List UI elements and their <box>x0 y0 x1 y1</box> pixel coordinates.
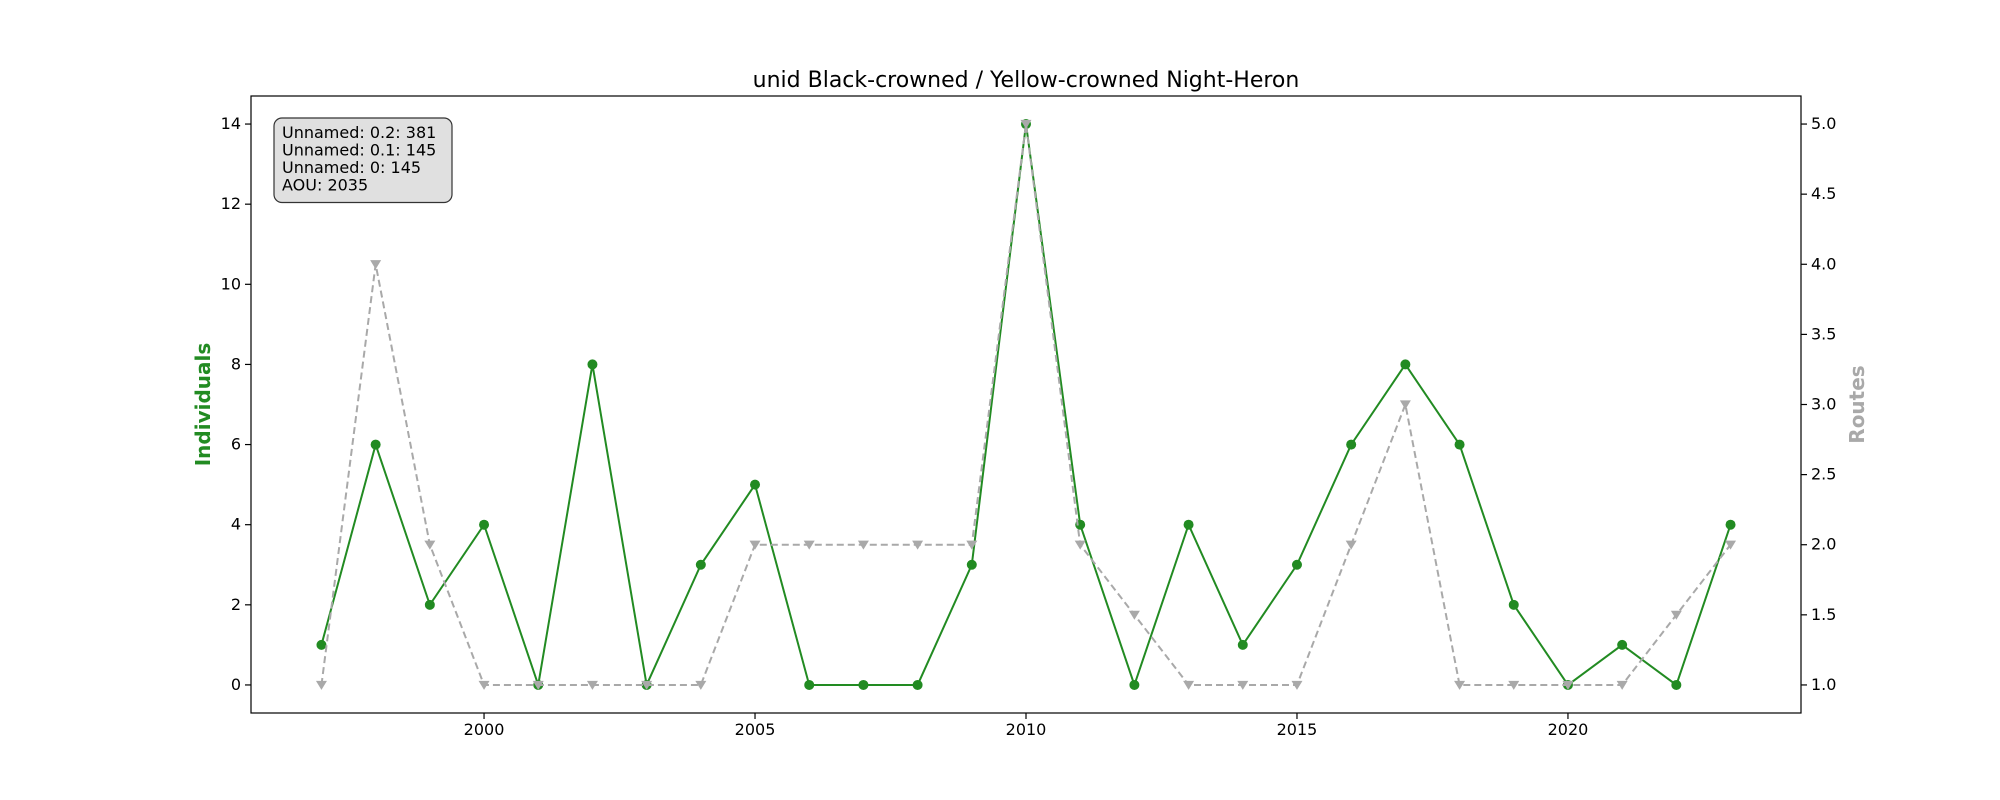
y-right-tick-label: 5.0 <box>1811 114 1836 133</box>
y-axis-label-left: Individuals <box>191 343 215 467</box>
info-box-line: Unnamed: 0.1: 145 <box>282 141 436 160</box>
y-left-tick-label: 6 <box>231 435 241 454</box>
data-point-individuals <box>1183 519 1194 530</box>
y-right-tick-label: 3.0 <box>1811 395 1836 414</box>
plot-area: 2000 2005 2010 2015 2020 0 2 4 6 8 10 12 14 1.0 1.5 2.0… <box>191 95 1869 739</box>
data-point-individuals <box>1617 639 1628 650</box>
data-point-individuals <box>479 519 490 530</box>
chart-title: unid Black-crowned / Yellow-crowned Nigh… <box>753 68 1300 93</box>
info-box-line: Unnamed: 0: 145 <box>282 158 421 177</box>
info-box <box>273 117 453 204</box>
data-point-individuals <box>695 559 706 570</box>
y-right-tick-label: 4.5 <box>1811 184 1836 203</box>
y-axis-label-right: Routes <box>1845 365 1869 443</box>
data-point-individuals <box>966 559 977 570</box>
data-point-routes <box>749 540 761 550</box>
y-left-tick-label: 8 <box>231 354 241 373</box>
data-point-individuals <box>587 359 598 370</box>
data-point-individuals <box>424 599 435 610</box>
data-point-individuals <box>1346 439 1357 450</box>
data-point-routes <box>1508 680 1520 690</box>
y-left-tick-label: 14 <box>221 114 241 133</box>
data-point-routes <box>1562 680 1574 690</box>
y-right-tick-label: 1.0 <box>1811 675 1836 694</box>
data-point-routes <box>1725 540 1737 550</box>
data-point-routes <box>586 680 598 690</box>
data-point-routes <box>641 680 653 690</box>
data-point-individuals <box>804 679 815 690</box>
x-tick-label: 2020 <box>1548 720 1589 739</box>
data-point-individuals <box>1129 679 1140 690</box>
data-point-routes <box>1020 119 1032 129</box>
info-box-line: AOU: 2035 <box>282 176 368 195</box>
data-point-routes <box>370 260 382 270</box>
data-point-individuals <box>1508 599 1519 610</box>
data-point-individuals <box>1400 359 1411 370</box>
data-point-routes <box>1345 540 1357 550</box>
data-point-routes <box>1399 400 1411 410</box>
y-left-tick-label: 10 <box>221 274 241 293</box>
x-tick-label: 2010 <box>1006 720 1047 739</box>
y-left-tick-label: 4 <box>231 515 241 534</box>
x-tick-label: 2000 <box>464 720 505 739</box>
data-point-routes <box>1291 680 1303 690</box>
data-point-routes <box>803 540 815 550</box>
info-box-line: Unnamed: 0.2: 381 <box>282 123 436 142</box>
y-right-tick-label: 2.0 <box>1811 535 1836 554</box>
data-point-routes <box>315 680 327 690</box>
series-line-routes <box>320 123 1732 686</box>
data-point-routes <box>1237 680 1249 690</box>
data-point-routes <box>532 680 544 690</box>
data-point-individuals <box>912 679 923 690</box>
data-point-individuals <box>858 679 869 690</box>
plot-frame <box>250 95 1802 714</box>
data-point-routes <box>695 680 707 690</box>
data-point-individuals <box>316 639 327 650</box>
data-point-routes <box>966 540 978 550</box>
x-tick-label: 2015 <box>1277 720 1318 739</box>
y-right-tick-label: 1.5 <box>1811 605 1836 624</box>
data-point-individuals <box>1291 559 1302 570</box>
data-point-routes <box>1074 540 1086 550</box>
x-tick-label: 2005 <box>735 720 776 739</box>
data-point-routes <box>1454 680 1466 690</box>
data-point-individuals <box>1237 639 1248 650</box>
data-point-individuals <box>750 479 761 490</box>
data-point-routes <box>1616 680 1628 690</box>
y-left-tick-label: 2 <box>231 595 241 614</box>
data-point-routes <box>478 680 490 690</box>
data-point-individuals <box>370 439 381 450</box>
y-left-tick-label: 0 <box>231 675 241 694</box>
data-point-routes <box>912 540 924 550</box>
data-point-individuals <box>1671 679 1682 690</box>
data-point-routes <box>1128 610 1140 620</box>
data-point-routes <box>424 540 436 550</box>
y-right-tick-label: 2.5 <box>1811 465 1836 484</box>
data-point-routes <box>1183 680 1195 690</box>
y-right-tick-label: 4.0 <box>1811 254 1836 273</box>
series-line-individuals <box>320 123 1732 689</box>
data-point-routes <box>1670 610 1682 620</box>
data-point-routes <box>857 540 869 550</box>
y-right-tick-label: 3.5 <box>1811 324 1836 343</box>
y-left-tick-label: 12 <box>221 194 241 213</box>
data-point-individuals <box>1725 519 1736 530</box>
data-point-individuals <box>1454 439 1465 450</box>
